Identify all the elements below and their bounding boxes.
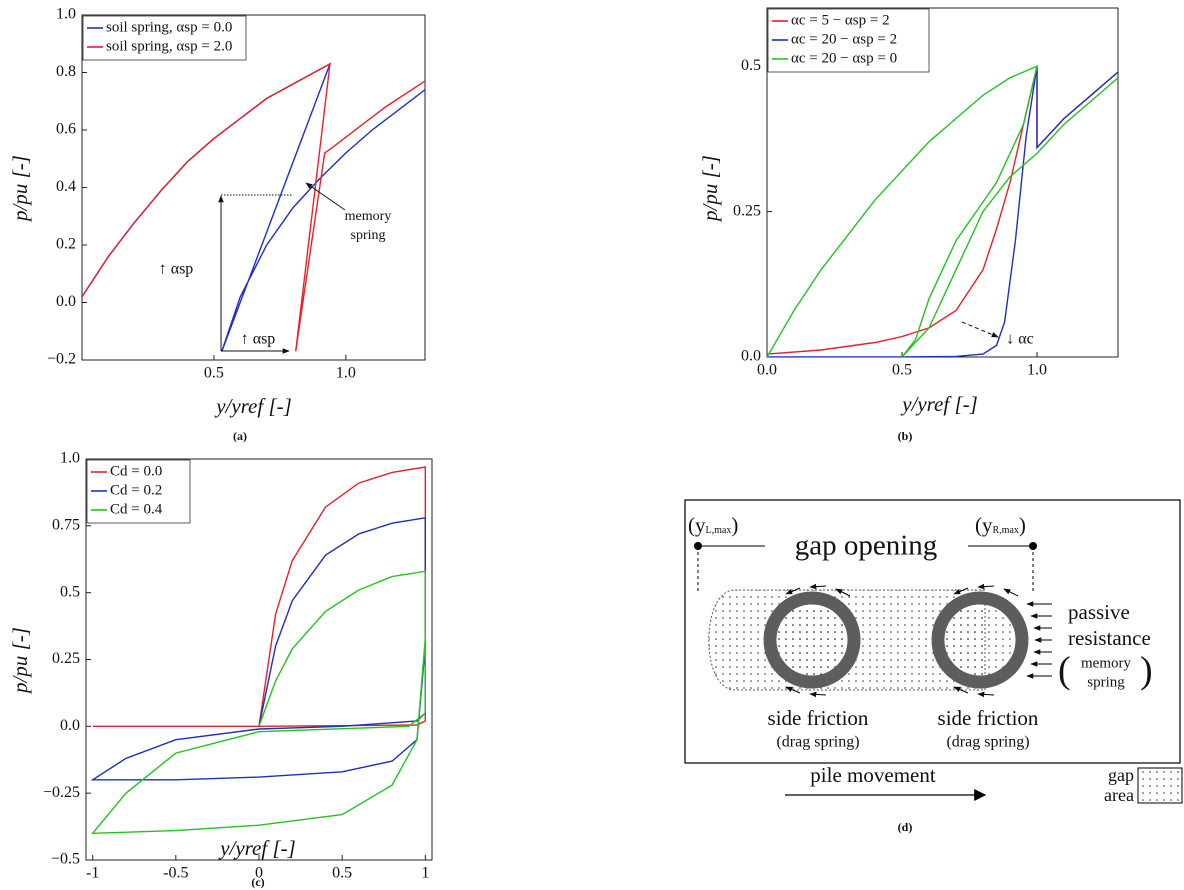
pile-right [938, 598, 1022, 682]
x-tick-label: -0.5 [163, 865, 188, 882]
series-line [93, 571, 426, 833]
figure: (yL,max) (yR,max) gap opening passive re… [0, 0, 1184, 890]
y-tick-label: 0.0 [56, 293, 76, 310]
series-line [767, 66, 1118, 354]
caption: (a) [233, 429, 247, 443]
series-line [767, 66, 1118, 357]
series-line [767, 66, 1118, 357]
legend-label: αc = 20 − αsp = 0 [791, 50, 897, 66]
label-main: (y [975, 513, 993, 537]
text: ) [1140, 650, 1153, 692]
x-tick-label: 0.5 [892, 362, 912, 379]
y-tick-label: −0.25 [43, 784, 80, 801]
text: ( [1058, 650, 1071, 692]
annotation-arrow [306, 183, 345, 210]
y-tick-label: 0.25 [733, 202, 761, 219]
gap-opening: gap opening [795, 530, 938, 562]
label-sub: R,max [993, 525, 1019, 536]
text: pile movement [810, 763, 936, 787]
plot-frame [82, 15, 425, 360]
series-line [82, 64, 425, 352]
text: memory [1081, 655, 1131, 671]
y-tick-label: 0.6 [56, 121, 76, 138]
caption: (d) [898, 820, 913, 834]
annotation: memory [345, 209, 392, 224]
x-axis-label: y/yref [-] [214, 394, 292, 418]
text: side friction [938, 706, 1039, 730]
caption: (c) [251, 875, 264, 889]
label-close: ) [1019, 513, 1026, 537]
chart: 0.5 1.0 −0.2 0.0 0.2 0.4 0.6 0.8 1.0 y/yref [-] p/… [8, 6, 425, 443]
legend-label: Cd = 0.4 [110, 501, 163, 517]
y-axis-label: p/pu [-] [8, 627, 32, 695]
y-tick-label: 0.75 [52, 517, 80, 534]
legend-label: soil spring, αsp = 0.0 [106, 19, 232, 35]
text: (drag spring) [776, 734, 859, 751]
label-main: (y [688, 513, 706, 537]
annotation-arrow [962, 322, 998, 337]
annotation: spring [351, 228, 386, 243]
y-axis-label: p/pu [-] [698, 155, 722, 223]
text: gap [1108, 765, 1134, 785]
x-tick-label: 0.5 [332, 865, 352, 882]
annotation: ↑ αsp [159, 261, 194, 278]
label: (yR,max) [975, 513, 1026, 537]
legend-label: soil spring, αsp = 2.0 [106, 38, 232, 54]
text: resistance [1068, 626, 1151, 650]
y-axis-label: p/pu [-] [8, 155, 32, 223]
y-tick-label: 0.2 [56, 236, 76, 253]
y-tick-label: 0.25 [52, 650, 80, 667]
y-tick-label: −0.2 [47, 351, 76, 368]
y-tick-label: 1.0 [56, 6, 76, 23]
text: side friction [768, 706, 869, 730]
gap-legend-swatch [1138, 768, 1182, 803]
legend-label: Cd = 0.2 [110, 482, 162, 498]
text: (drag spring) [946, 734, 1029, 751]
text: passive [1068, 600, 1130, 624]
y-tick-label: 0.4 [56, 178, 76, 195]
y-tick-label: 0.8 [56, 63, 76, 80]
legend-label: Cd = 0.0 [110, 463, 162, 479]
annotation: ↑ αsp [241, 331, 276, 348]
x-axis-label: y/yref [-] [218, 836, 296, 860]
legend-label: αc = 5 − αsp = 2 [791, 12, 890, 28]
x-tick-label: 1 [421, 865, 429, 882]
text: area [1104, 785, 1134, 805]
x-tick-label: 1.0 [1027, 362, 1047, 379]
label: (yL,max) [688, 513, 738, 537]
y-tick-label: 0.5 [60, 583, 80, 600]
x-tick-label: 0.5 [204, 365, 224, 382]
y-tick-label: 0.0 [60, 717, 80, 734]
x-tick-label: -1 [86, 865, 99, 882]
series-line [93, 518, 426, 780]
resistance-arrows [1027, 604, 1052, 676]
y-tick-label: 0.0 [741, 348, 761, 365]
pile-left [770, 598, 854, 682]
caption: (b) [898, 429, 913, 443]
y-tick-label: −0.5 [51, 851, 80, 868]
y-tick-label: 1.0 [60, 450, 80, 467]
series-line [82, 64, 425, 352]
label-sub: L,max [706, 525, 732, 536]
x-axis-label: y/yref [-] [900, 392, 978, 416]
text: spring [1087, 674, 1125, 690]
annotation: ↓ αc [1006, 331, 1033, 348]
legend-label: αc = 20 − αsp = 2 [791, 31, 897, 47]
label-close: ) [731, 513, 738, 537]
x-tick-label: 1.0 [336, 365, 356, 382]
diagram: (yL,max) (yR,max) gap opening passive re… [685, 500, 1182, 834]
y-tick-label: 0.5 [741, 57, 761, 74]
